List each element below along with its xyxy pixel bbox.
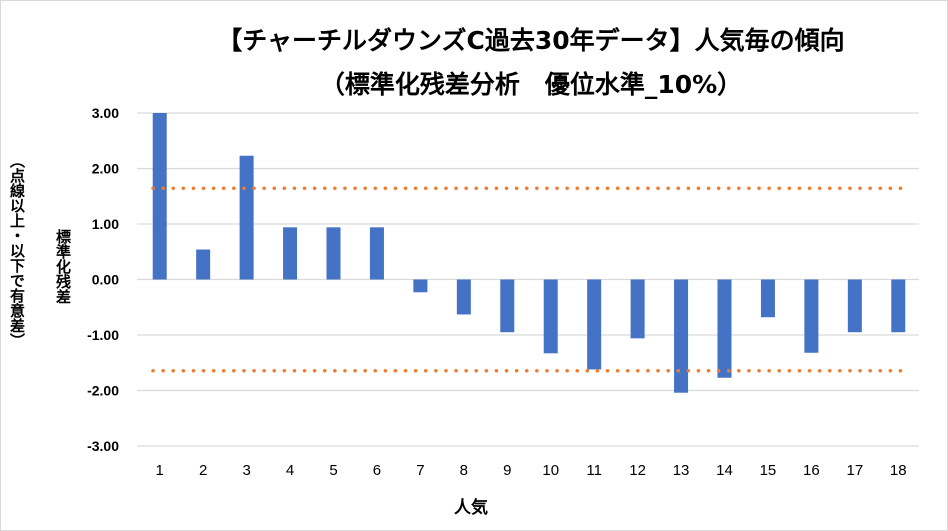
y-tick-label: 0.00 <box>92 272 119 288</box>
x-tick-label: 2 <box>199 462 207 479</box>
x-tick-label: 4 <box>286 462 294 479</box>
bar <box>587 279 602 370</box>
x-tick-label: 6 <box>373 462 381 479</box>
chart-title: 【チャーチルダウンズC過去30年データ】人気毎の傾向 <box>217 26 845 55</box>
y-tick-label: 2.00 <box>92 161 119 177</box>
x-tick-label: 3 <box>242 462 250 479</box>
bar <box>456 279 471 315</box>
x-tick-label: 13 <box>673 462 690 479</box>
bar <box>239 155 254 280</box>
bar <box>196 249 211 280</box>
bar <box>500 279 515 333</box>
x-tick-label: 16 <box>803 462 820 479</box>
x-tick-label: 11 <box>586 462 602 479</box>
x-tick-label: 9 <box>503 462 511 479</box>
x-tick-label: 7 <box>416 462 424 479</box>
bar <box>760 279 775 318</box>
bar <box>152 113 167 280</box>
x-tick-label: 1 <box>156 462 164 479</box>
y-tick-label: -1.00 <box>87 327 119 343</box>
x-tick-label: 14 <box>716 462 733 479</box>
bar <box>630 279 645 339</box>
x-tick-label: 18 <box>890 462 907 479</box>
bar <box>891 279 906 333</box>
bar <box>847 279 862 333</box>
x-tick-label: 5 <box>329 462 337 479</box>
bar <box>543 279 558 354</box>
y-axis-label: 標準化残差 <box>54 229 72 304</box>
y-axis-note: （点線以上・以下で有意差） <box>8 153 26 348</box>
bar <box>413 279 428 293</box>
bar <box>326 227 341 280</box>
bar <box>369 227 384 280</box>
x-tick-label: 10 <box>542 462 559 479</box>
x-tick-label: 17 <box>846 462 863 479</box>
bar <box>717 279 732 378</box>
y-tick-label: -3.00 <box>87 438 119 454</box>
x-tick-label: 8 <box>460 462 468 479</box>
bar <box>674 279 689 393</box>
y-tick-label: 3.00 <box>92 105 119 121</box>
chart-subtitle: （標準化残差分析 優位水準_10%） <box>319 70 743 99</box>
x-tick-label: 12 <box>629 462 646 479</box>
y-tick-label: -2.00 <box>87 383 119 399</box>
y-tick-label: 1.00 <box>92 216 119 232</box>
x-axis-label: 人気 <box>454 497 488 517</box>
x-tick-label: 15 <box>760 462 777 479</box>
bar <box>283 227 298 280</box>
bar <box>804 279 819 353</box>
